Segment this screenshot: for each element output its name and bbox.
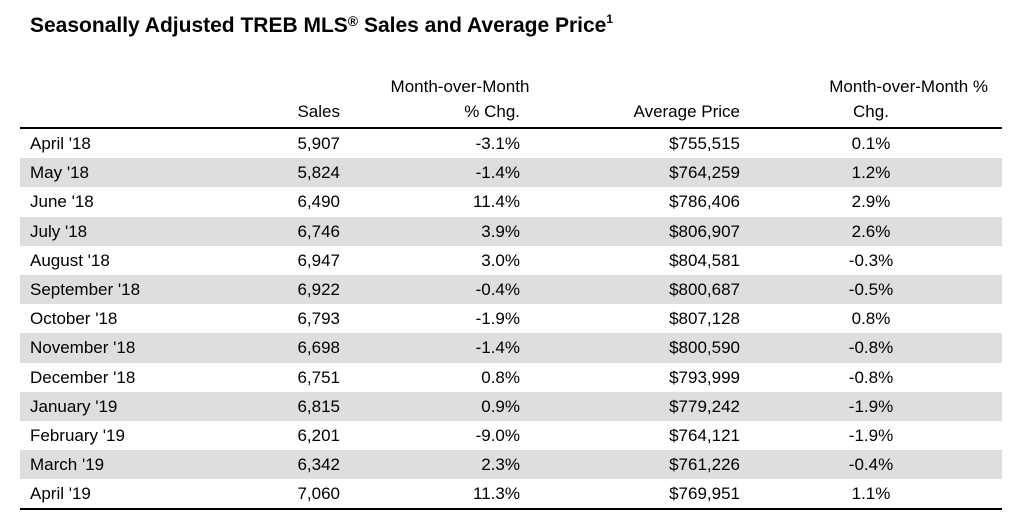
cell-sales: 6,490 <box>297 192 340 212</box>
cell-month: November '18 <box>20 333 230 363</box>
cell-price-chg: 1.2% <box>740 158 1002 188</box>
cell-sales-chg: 2.3% <box>340 450 520 480</box>
cell-price-chg: 1.1% <box>740 479 1002 511</box>
cell-sales-chg: 3.9% <box>340 216 520 246</box>
cell-average-price: $800,590 <box>520 333 740 363</box>
cell-average-price: $755,515 <box>669 134 740 154</box>
table-row: November '18 6,698 -1.4% $800,590 -0.8% <box>20 333 1002 363</box>
table-row: February '19 6,201 -9.0% $764,121 -1.9% <box>20 421 1002 450</box>
table-row: April '19 7,060 11.3% $769,951 1.1% <box>20 479 1002 511</box>
cell-average-price: $806,907 <box>520 216 740 246</box>
cell-month: April '19 <box>20 479 230 511</box>
cell-sales-chg: -0.4% <box>340 274 520 305</box>
cell-price-chg: 0.8% <box>851 309 891 329</box>
cell-month: December '18 <box>30 367 136 387</box>
cell-average-price: $764,259 <box>520 158 740 188</box>
cell-average-price: $807,128 <box>669 309 740 329</box>
cell-price-chg: -0.4% <box>740 450 1002 480</box>
cell-price-chg: -1.9% <box>848 425 894 445</box>
cell-sales: 5,824 <box>230 158 340 188</box>
cell-sales: 6,922 <box>230 274 340 305</box>
cell-price-chg: 2.9% <box>851 192 891 212</box>
header-sales: Sales <box>230 72 340 129</box>
table-row: July '18 6,746 3.9% $806,907 2.6% <box>20 216 1002 246</box>
cell-sales: 6,342 <box>230 450 340 480</box>
cell-sales-chg: 3.0% <box>481 250 520 270</box>
cell-sales-chg: -1.9% <box>475 309 520 329</box>
cell-sales: 7,060 <box>230 479 340 511</box>
table-row: May '18 5,824 -1.4% $764,259 1.2% <box>20 158 1002 188</box>
cell-average-price: $764,121 <box>669 425 740 445</box>
cell-sales-chg: 11.3% <box>340 479 520 511</box>
cell-month: July '18 <box>20 216 230 246</box>
cell-sales-chg: 11.4% <box>473 192 520 212</box>
sales-price-table: Sales Month-over-Month% Chg. Average Pri… <box>20 72 1002 511</box>
table-header-row: Sales Month-over-Month% Chg. Average Pri… <box>20 72 1002 129</box>
cell-price-chg: -0.5% <box>740 274 1002 305</box>
title-text: Seasonally Adjusted TREB MLS <box>30 14 348 37</box>
cell-month: January '19 <box>20 391 230 421</box>
table-row: August '18 6,947 3.0% $804,581 -0.3% <box>20 246 1002 275</box>
cell-average-price: $779,242 <box>520 391 740 421</box>
cell-month: September '18 <box>20 274 230 305</box>
cell-average-price: $769,951 <box>520 479 740 511</box>
cell-sales-chg: -9.0% <box>475 425 520 445</box>
cell-average-price: $800,687 <box>520 274 740 305</box>
cell-price-chg: -0.8% <box>848 367 894 387</box>
cell-month: April '18 <box>30 134 91 154</box>
cell-average-price: $786,406 <box>669 192 740 212</box>
cell-sales-chg: -1.4% <box>340 158 520 188</box>
cell-sales: 6,201 <box>297 425 340 445</box>
cell-month: May '18 <box>20 158 230 188</box>
cell-sales: 5,907 <box>297 134 340 154</box>
cell-sales-chg: -3.1% <box>475 134 520 154</box>
table-row: June '18 6,490 11.4% $786,406 2.9% <box>20 187 1002 216</box>
cell-price-chg: -0.3% <box>848 250 894 270</box>
header-month <box>20 72 230 129</box>
table-row: January '19 6,815 0.9% $779,242 -1.9% <box>20 391 1002 421</box>
title-text-rest: Sales and Average Price <box>358 14 607 37</box>
cell-average-price: $761,226 <box>520 450 740 480</box>
header-sales-mom-chg: Month-over-Month% Chg. <box>340 72 529 129</box>
cell-sales: 6,746 <box>230 216 340 246</box>
cell-average-price: $804,581 <box>669 250 740 270</box>
table-row: March '19 6,342 2.3% $761,226 -0.4% <box>20 450 1002 480</box>
header-average-price: Average Price <box>520 72 740 129</box>
cell-sales: 6,793 <box>297 309 340 329</box>
registered-mark: ® <box>347 13 359 29</box>
cell-month: October '18 <box>30 309 118 329</box>
cell-price-chg: 0.1% <box>851 134 891 154</box>
table-row: September '18 6,922 -0.4% $800,687 -0.5% <box>20 274 1002 305</box>
cell-month: June '18 <box>30 192 94 212</box>
cell-average-price: $793,999 <box>669 367 740 387</box>
cell-month: March '19 <box>20 450 230 480</box>
title-footnote: 1 <box>606 12 614 26</box>
cell-price-chg: -0.8% <box>740 333 1002 363</box>
cell-sales: 6,815 <box>230 391 340 421</box>
cell-sales: 6,751 <box>297 367 340 387</box>
cell-sales-chg: 0.9% <box>340 391 520 421</box>
table-row: October '18 6,793 -1.9% $807,128 0.8% <box>20 304 1002 333</box>
cell-month: August '18 <box>30 250 110 270</box>
cell-sales: 6,947 <box>297 250 340 270</box>
cell-sales-chg: -1.4% <box>340 333 520 363</box>
table-row: April '18 5,907 -3.1% $755,515 0.1% <box>20 128 1002 158</box>
cell-month: February '19 <box>30 425 125 445</box>
table-row: December '18 6,751 0.8% $793,999 -0.8% <box>20 363 1002 392</box>
page-title: Seasonally Adjusted TREB MLS® Sales and … <box>30 12 613 38</box>
cell-sales-chg: 0.8% <box>481 367 520 387</box>
cell-sales: 6,698 <box>230 333 340 363</box>
cell-price-chg: -1.9% <box>740 391 1002 421</box>
header-price-mom-chg: Month-over-Month % Chg. <box>740 72 1002 129</box>
cell-price-chg: 2.6% <box>740 216 1002 246</box>
